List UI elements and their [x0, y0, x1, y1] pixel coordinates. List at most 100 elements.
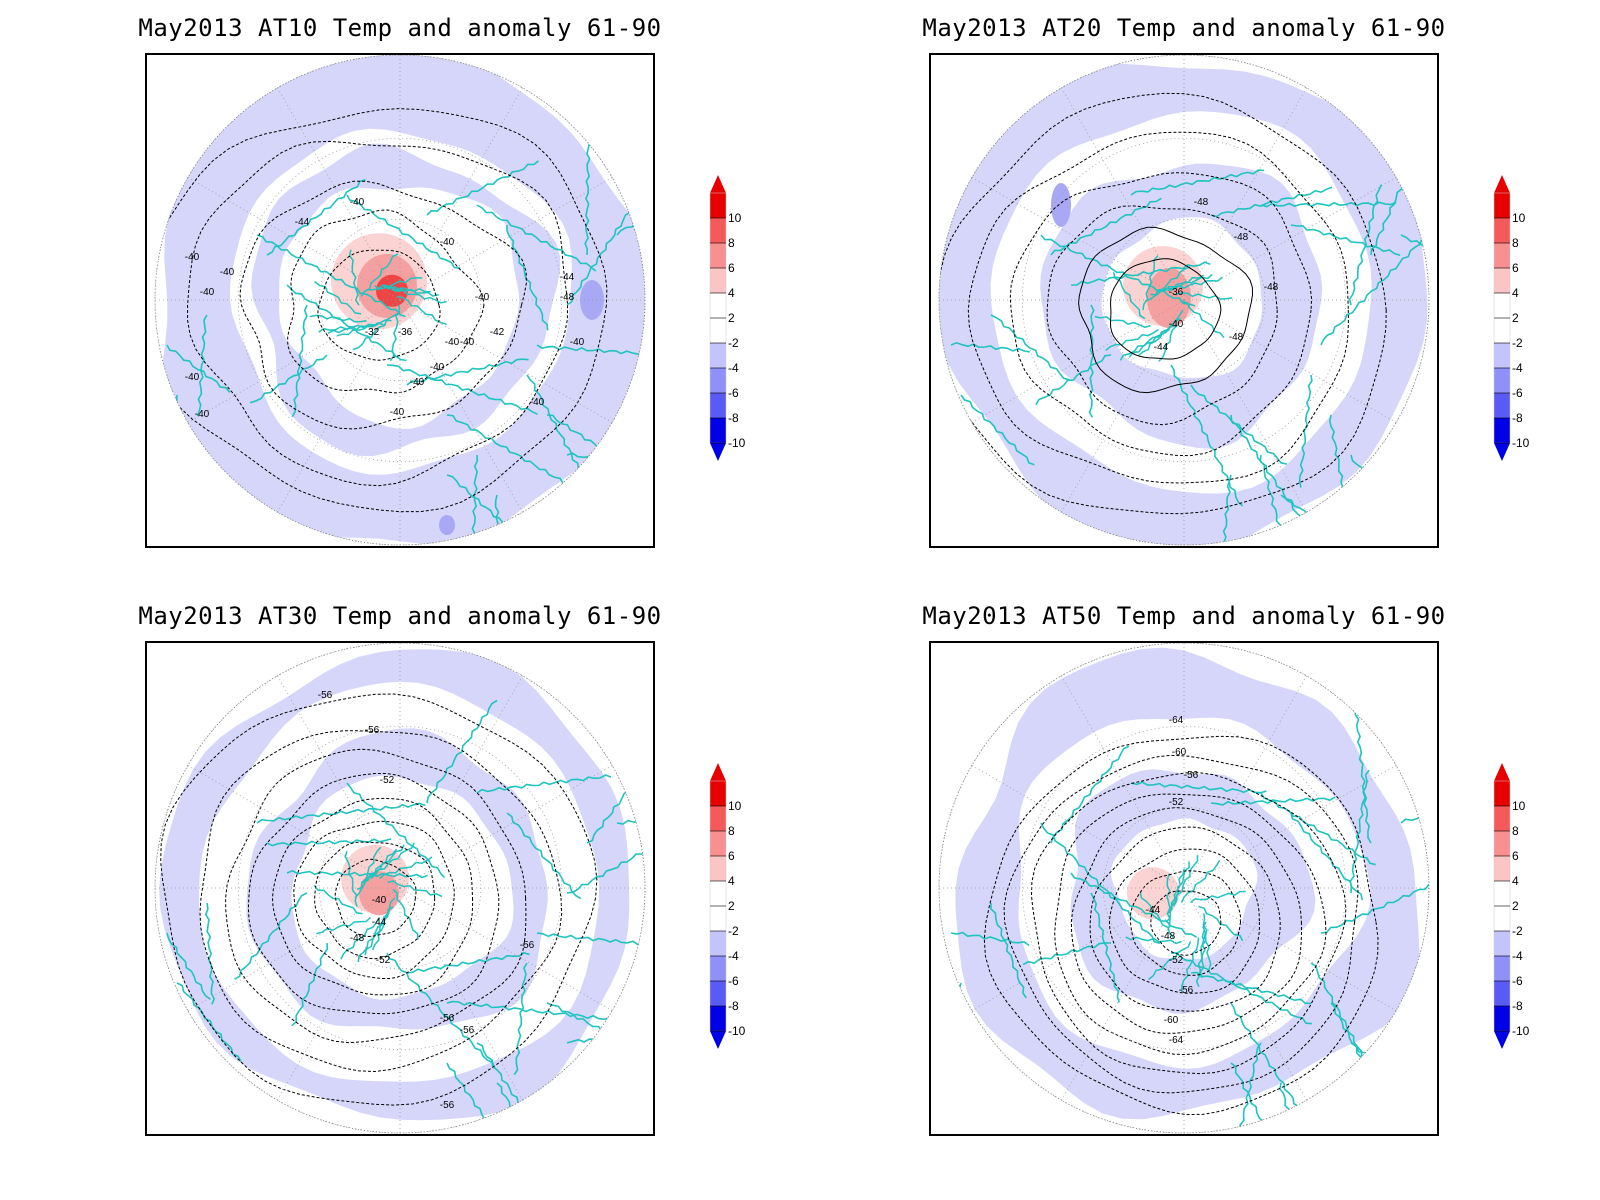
coastline: [476, 204, 597, 272]
panel-title: May2013 AT20 Temp and anomaly 61-90: [922, 14, 1446, 42]
temp-contour: [199, 730, 563, 1073]
colorbar-segment: [710, 343, 726, 368]
meridian-line: [971, 887, 1185, 1011]
colorbar-tick-label: -10: [728, 436, 746, 450]
contour-label: -40: [440, 237, 455, 248]
coastline: [1195, 930, 1206, 987]
temp-contour: [287, 209, 485, 394]
coastline: [1130, 169, 1265, 196]
contour-label: -52: [376, 955, 391, 966]
colorbar-segment: [710, 856, 726, 881]
colorbar-tick-label: -4: [728, 361, 739, 375]
meridian-line: [1183, 177, 1397, 301]
coastline: [286, 284, 407, 362]
meridian-line: [971, 177, 1185, 301]
colorbar-segment: [710, 318, 726, 343]
meridian-line: [1183, 87, 1307, 301]
contour-label: -44: [295, 217, 310, 228]
contour-label: -64: [1169, 1035, 1184, 1046]
colorbar-arrow-bottom: [1494, 443, 1510, 461]
colorbar-segment: [710, 268, 726, 293]
coastline: [1130, 781, 1267, 794]
colorbar-tick-label: 2: [728, 311, 735, 325]
coastline: [1105, 328, 1159, 351]
coastline: [1217, 474, 1232, 545]
coastline: [392, 888, 419, 940]
contour-label: -48: [1161, 931, 1176, 942]
coastline: [1050, 197, 1162, 256]
colorbar-tick-label: 10: [728, 799, 742, 813]
temp-contour: [239, 180, 527, 430]
colorbar-segment: [710, 806, 726, 831]
coastline: [616, 183, 645, 236]
temp-contour: [293, 820, 455, 979]
coastline: [1090, 892, 1121, 1003]
meridian-line: [1061, 299, 1185, 513]
coastline: [1119, 328, 1168, 361]
temp-contour: [160, 693, 598, 1106]
contour-label: -48: [1194, 197, 1209, 208]
coastline: [370, 842, 415, 880]
polar-map: -56 -56 -52 -40 -44 -48 -52 -56 -56 -56 -56: [145, 641, 655, 1136]
coastline: [386, 952, 495, 1069]
colorbar: 10 8 6 4 2 -2 -4 -6 -8 -10: [1488, 763, 1548, 1053]
coastline: [374, 285, 431, 293]
meridian-line: [1183, 675, 1307, 889]
temp-contour: [1009, 172, 1313, 457]
meridian-line: [187, 177, 401, 301]
colorbar-segment: [1494, 981, 1510, 1006]
coastline: [616, 810, 645, 825]
coastline: [396, 295, 447, 326]
colorbar-tick-label: -6: [728, 974, 739, 988]
meridian-line: [1183, 299, 1307, 513]
colorbar-tick-label: 4: [1512, 874, 1519, 888]
contour-label: -40: [475, 292, 490, 303]
contour-label: -32: [365, 327, 380, 338]
coastline: [362, 844, 405, 884]
colorbar-arrow-top: [1494, 763, 1510, 781]
colorbar-segment: [710, 781, 726, 806]
colorbar-tick-label: -6: [1512, 386, 1523, 400]
colorbar-tick-label: 8: [1512, 824, 1519, 838]
coastline: [316, 916, 372, 935]
coastline: [1180, 859, 1221, 903]
meridian-line: [1061, 675, 1185, 889]
colorbar-segment: [710, 393, 726, 418]
colorbar-segment: [1494, 193, 1510, 218]
contour-label: -52: [1169, 797, 1184, 808]
contour-label: -40: [410, 377, 425, 388]
coastline: [566, 201, 636, 306]
meridian-line: [277, 87, 401, 301]
coastline: [256, 234, 406, 318]
meridian-line: [971, 299, 1185, 423]
map-boundary: [154, 643, 646, 1134]
meridian-line: [1183, 887, 1307, 1101]
contour-label: -40: [195, 409, 210, 420]
colorbar-segment: [710, 831, 726, 856]
coastline: [266, 179, 366, 256]
contour-label: -40: [570, 337, 585, 348]
meridian-line: [399, 675, 523, 889]
colorbar-tick-label: 4: [728, 874, 735, 888]
coastline: [1229, 1042, 1262, 1133]
colorbar-segment: [710, 368, 726, 393]
coastline: [318, 323, 375, 333]
coastline: [1310, 962, 1367, 1062]
coastline: [176, 982, 242, 1062]
coastline: [1166, 873, 1171, 931]
panel-title: May2013 AT50 Temp and anomaly 61-90: [922, 602, 1446, 630]
coastline: [249, 354, 328, 404]
coastline: [1172, 855, 1199, 907]
coastline: [354, 846, 382, 899]
colorbar: 10 8 6 4 2 -2 -4 -6 -8 -10: [704, 175, 764, 465]
colorbar-segment: [1494, 781, 1510, 806]
neg-anomaly-region: [246, 728, 548, 1030]
coastline: [1050, 745, 1130, 844]
meridian-line: [399, 177, 613, 301]
contour-label: -40: [460, 337, 475, 348]
coastline: [348, 249, 360, 306]
colorbar-arrow-top: [710, 763, 726, 781]
colorbar-segment: [710, 218, 726, 243]
coastline: [346, 194, 461, 269]
colorbar-tick-label: -2: [1512, 924, 1523, 938]
